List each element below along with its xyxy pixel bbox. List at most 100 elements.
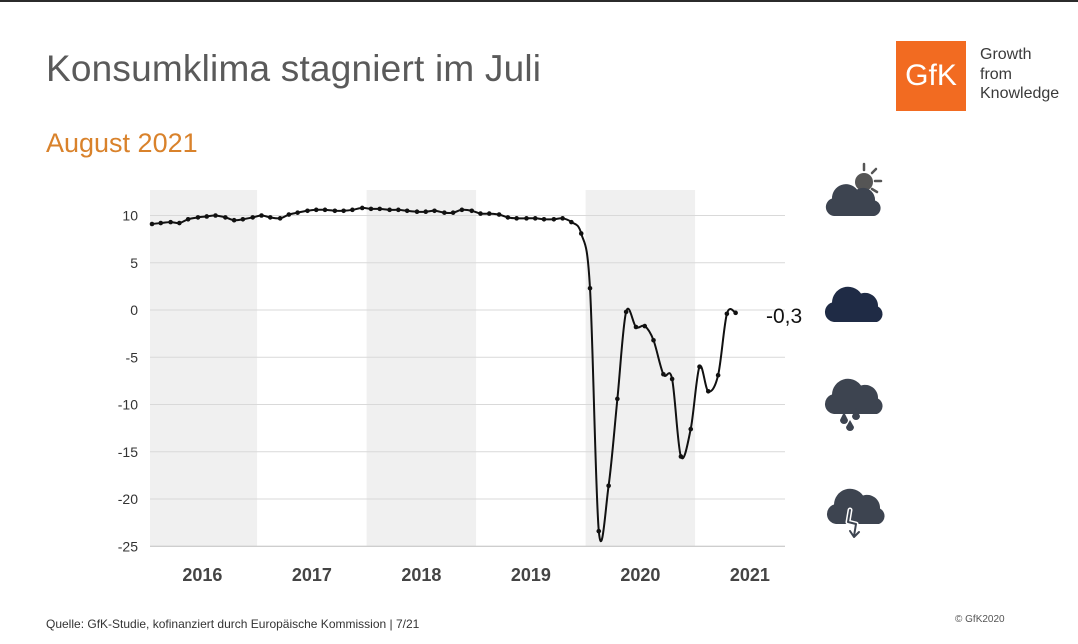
data-point: [158, 220, 164, 226]
x-tick-label: 2017: [292, 565, 332, 585]
end-value-label: -0,3: [766, 305, 802, 328]
data-point: [615, 396, 620, 402]
data-point: [305, 208, 310, 214]
data-point: [678, 454, 684, 459]
data-point: [359, 205, 365, 211]
data-point: [524, 216, 529, 221]
data-point: [195, 215, 201, 220]
tagline-line-3: Knowledge: [980, 85, 1060, 102]
source-note: Quelle: GfK-Studie, kofinanziert durch E…: [46, 617, 420, 631]
data-point: [204, 214, 210, 219]
y-tick-label: 10: [122, 208, 138, 224]
data-point: [450, 210, 456, 215]
data-point: [168, 219, 173, 225]
year-band-2020: [585, 190, 696, 547]
x-tick-label: 2018: [401, 565, 441, 585]
top-rule: [0, 0, 1078, 2]
data-point: [185, 216, 191, 222]
copyright-note: © GfK2020: [955, 614, 1005, 625]
page-title: Konsumklima stagniert im Juli: [46, 48, 542, 89]
data-point: [724, 311, 730, 317]
y-tick-label: -25: [118, 538, 138, 554]
data-point: [177, 220, 182, 226]
data-point: [569, 219, 574, 225]
rain-cloud-icon: [824, 378, 883, 431]
x-tick-label: 2019: [511, 565, 551, 585]
data-point: [377, 206, 383, 212]
year-bands: [150, 190, 696, 547]
tagline-line-2: from: [980, 65, 1012, 83]
data-point: [459, 207, 465, 213]
data-point: [560, 216, 565, 221]
data-point: [587, 285, 593, 291]
data-point: [223, 215, 228, 220]
data-point: [341, 208, 346, 214]
y-tick-label: -15: [118, 444, 138, 460]
data-point: [578, 231, 584, 236]
data-point: [332, 208, 338, 214]
data-point: [478, 211, 483, 216]
year-band-2018: [366, 190, 477, 547]
sun-behind-cloud-icon: [825, 162, 883, 216]
data-point: [231, 217, 237, 223]
data-point: [541, 216, 547, 222]
y-tick-label: 0: [130, 302, 138, 318]
data-point: [633, 324, 639, 330]
data-point: [250, 215, 256, 220]
data-point: [697, 364, 702, 370]
data-point: [267, 215, 273, 220]
x-tick-labels: 2016 2017 2018 2019 2020 2021: [182, 565, 770, 585]
data-point: [715, 372, 721, 378]
data-point: [705, 388, 711, 394]
data-point: [496, 212, 502, 217]
data-point: [368, 206, 374, 212]
data-point: [642, 323, 648, 329]
data-point: [551, 216, 557, 222]
y-tick-labels: 10 5 0 -5 -10 -15 -20 -25: [118, 208, 138, 555]
series-consumer-climate: [149, 205, 738, 542]
tagline-line-1: Growth: [980, 46, 1032, 63]
data-point: [350, 207, 355, 213]
gfk-logo-tagline: Growth from Knowledge: [980, 45, 1059, 104]
data-point: [259, 213, 264, 218]
year-band-2016: [150, 190, 258, 547]
data-point: [277, 216, 283, 221]
data-point: [532, 216, 538, 221]
data-point: [669, 376, 675, 382]
y-tick-label: -20: [118, 491, 138, 507]
data-point: [387, 207, 392, 213]
data-point: [313, 207, 319, 213]
data-point: [240, 216, 246, 222]
data-point: [505, 215, 511, 220]
data-point: [661, 371, 666, 377]
x-tick-label: 2021: [730, 565, 770, 585]
y-tick-label: 5: [130, 255, 138, 271]
data-point: [286, 212, 292, 217]
x-tick-label: 2020: [620, 565, 660, 585]
x-tick-label: 2016: [182, 565, 222, 585]
data-point: [596, 528, 602, 534]
data-point: [432, 208, 437, 214]
data-point: [414, 209, 420, 215]
dark-cloud-icon: [824, 286, 883, 322]
data-point: [149, 221, 155, 227]
data-point: [469, 208, 475, 214]
data-point: [213, 213, 218, 218]
data-point: [623, 309, 629, 315]
gfk-logo: GfK Growth from Knowledge: [896, 41, 1076, 111]
data-point: [486, 211, 492, 216]
y-tick-label: -10: [118, 397, 138, 413]
page-subtitle: August 2021: [46, 128, 198, 158]
lightning-cloud-icon: [826, 488, 885, 540]
data-point: [514, 216, 519, 221]
data-point: [688, 426, 694, 432]
data-point: [322, 207, 328, 213]
y-tick-label: -5: [126, 349, 139, 365]
data-point: [606, 483, 611, 489]
data-point: [651, 337, 656, 343]
data-point: [396, 207, 401, 213]
data-point: [442, 210, 447, 215]
data-point: [423, 209, 429, 215]
data-point: [295, 210, 300, 215]
